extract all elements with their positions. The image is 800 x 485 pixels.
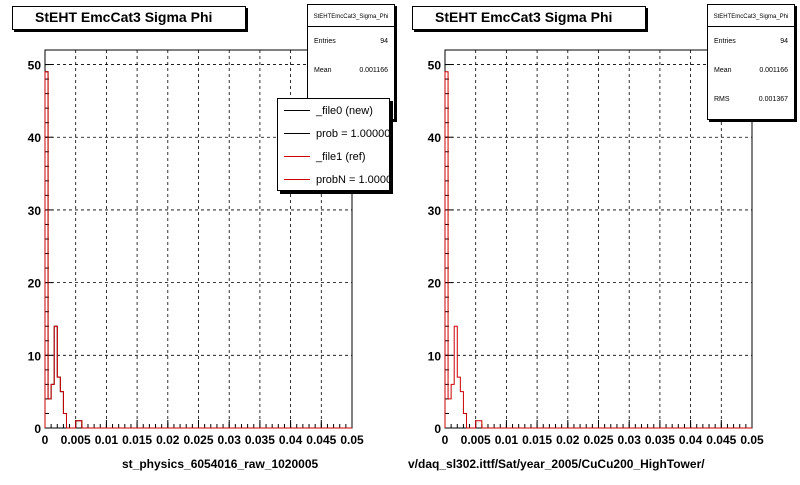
legend-label-file0: _file0 (new) <box>316 104 373 117</box>
right-x-tick-label: 0.045 <box>706 433 736 447</box>
left-stats-entries-label: Entries <box>314 38 336 45</box>
right-y-tick-label: 0 <box>434 422 441 436</box>
left-chart-title: StEHT EmcCat3 Sigma Phi <box>12 6 246 30</box>
right-stats-row-rms: RMS 0.001367 <box>708 85 794 114</box>
right-stats-mean-value: 0.001166 <box>759 67 788 74</box>
right-y-tick-label: 40 <box>428 131 442 145</box>
left-x-tick-label: 0.04 <box>279 433 303 447</box>
legend-entry-file1: _file1 (ref) <box>278 145 389 168</box>
right-histogram-panel: 0 0.005 0.01 0.015 0.02 0.025 0.03 0.035 0.04 0.0… <box>400 0 800 480</box>
right-x-tick-label: 0.04 <box>679 433 703 447</box>
right-stats-row-entries: Entries 94 <box>708 27 794 56</box>
left-series-1-histogram-line <box>44 71 352 429</box>
left-histogram-panel: 0 0.005 0.01 0.015 0.02 0.025 0.03 0.035 0.04 0.0… <box>0 0 400 480</box>
left-stats-entries-value: 94 <box>380 38 388 45</box>
legend-entry-prob: prob = 1.000000 <box>278 122 389 145</box>
left-x-tick-label: 0.045 <box>306 433 336 447</box>
right-y-tick-label: 20 <box>428 277 442 291</box>
left-x-tick-label: 0 <box>42 433 49 447</box>
left-x-tick-label: 0.05 <box>340 433 364 447</box>
right-series-0-histogram-line <box>444 71 752 429</box>
right-y-tick-label: 50 <box>428 59 442 73</box>
right-x-tick-label: 0.035 <box>645 433 675 447</box>
legend-entry-probn: probN = 1.000000 <box>278 168 389 190</box>
right-x-tick-label: 0.01 <box>495 433 519 447</box>
left-y-tick-label: 40 <box>28 131 42 145</box>
right-stats-mean-label: Mean <box>714 67 732 74</box>
left-x-axis-label: st_physics_6054016_raw_1020005 <box>122 457 319 471</box>
legend-swatch-file0 <box>284 110 310 111</box>
right-chart-title: StEHT EmcCat3 Sigma Phi <box>412 6 646 30</box>
left-x-tick-label: 0.01 <box>95 433 119 447</box>
right-x-axis-label: v/daq_sl302.ittf/Sat/year_2005/CuCu200_H… <box>408 457 705 471</box>
left-x-tick-label: 0.03 <box>218 433 242 447</box>
left-x-tick-label: 0.02 <box>156 433 180 447</box>
left-y-tick-label: 10 <box>28 349 42 363</box>
legend-label-file1: _file1 (ref) <box>316 150 366 163</box>
legend-entry-file0: _file0 (new) <box>278 99 389 122</box>
right-histogram-chart: 0 0.005 0.01 0.015 0.02 0.025 0.03 0.035 0.04 0.0… <box>428 49 764 447</box>
right-stats-entries-label: Entries <box>714 38 736 45</box>
left-x-tick-label: 0.035 <box>245 433 275 447</box>
right-x-tick-label: 0.015 <box>522 433 552 447</box>
right-x-tick-label: 0.05 <box>740 433 764 447</box>
right-x-tick-label: 0.025 <box>583 433 613 447</box>
left-x-tick-label: 0.025 <box>183 433 213 447</box>
legend-swatch-probn <box>284 179 310 180</box>
right-x-tick-label: 0.005 <box>461 433 491 447</box>
left-stats-mean-label: Mean <box>314 67 332 74</box>
left-x-tick-label: 0.015 <box>122 433 152 447</box>
right-stats-rms-label: RMS <box>714 96 730 103</box>
legend-swatch-prob <box>284 133 310 134</box>
left-y-tick-label: 30 <box>28 204 42 218</box>
right-stats-rms-value: 0.001367 <box>758 96 788 103</box>
right-stats-entries-value: 94 <box>780 38 788 45</box>
left-y-tick-label: 0 <box>34 422 41 436</box>
right-y-tick-label: 10 <box>428 349 442 363</box>
left-stats-name: StEHTEmcCat3_Sigma_Phi <box>308 5 394 27</box>
right-stats-box: StEHTEmcCat3_Sigma_Phi Entries 94 Mean 0… <box>707 4 795 120</box>
legend-label-probn: probN = 1.000000 <box>316 173 389 186</box>
right-x-tick-label: 0.02 <box>556 433 580 447</box>
right-stats-row-mean: Mean 0.001166 <box>708 56 794 85</box>
left-stats-row-entries: Entries 94 <box>308 27 394 56</box>
left-stats-mean-value: 0.001166 <box>359 67 388 74</box>
right-x-tick-label: 0.03 <box>618 433 642 447</box>
legend-swatch-file1 <box>284 156 310 157</box>
right-y-tick-label: 30 <box>428 204 442 218</box>
right-stats-name: StEHTEmcCat3_Sigma_Phi <box>708 5 794 27</box>
left-y-tick-label: 50 <box>28 59 42 73</box>
left-y-tick-label: 20 <box>28 277 42 291</box>
right-x-tick-label: 0 <box>442 433 449 447</box>
legend-label-prob: prob = 1.000000 <box>316 127 390 140</box>
legend: _file0 (new) prob = 1.000000 _file1 (ref… <box>277 98 390 191</box>
left-x-tick-label: 0.005 <box>61 433 91 447</box>
left-stats-row-mean: Mean 0.001166 <box>308 56 394 85</box>
